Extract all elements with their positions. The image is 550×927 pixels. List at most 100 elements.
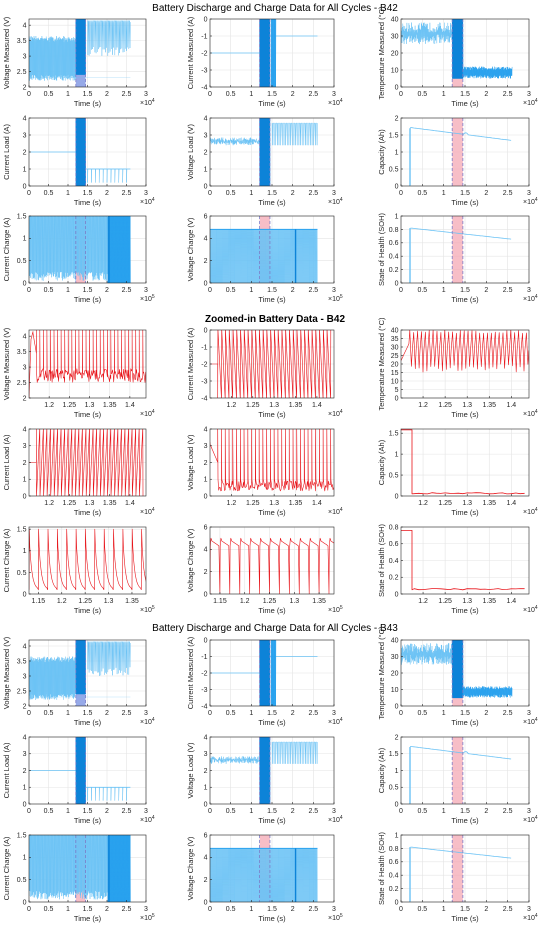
x-tick-label: 2 (105, 91, 109, 98)
x-tick-label: 1.5 (83, 91, 93, 98)
y-tick-label: 3.5 (17, 349, 27, 356)
x-tick-label: 2 (105, 906, 109, 913)
y-tick-label: 0 (395, 395, 399, 402)
y-axis-label: State of Health (SOH) (377, 832, 386, 905)
y-tick-label: 10 (391, 687, 399, 694)
x-tick-label: 1.3 (289, 598, 299, 605)
x-tick-label: 3 (144, 190, 148, 197)
series-line (462, 66, 513, 79)
series-line (451, 19, 464, 79)
y-tick-label: 3 (23, 673, 27, 680)
series-line (401, 330, 529, 373)
y-tick-label: 4 (23, 334, 27, 341)
x-tick-label: 1.3 (269, 500, 279, 507)
y-tick-label: -2 (201, 670, 207, 677)
y-axis-label: Voltage Measured (V) (2, 327, 11, 400)
y-axis-label: Current Charge (A) (2, 836, 11, 900)
y-tick-label: 40 (391, 637, 399, 644)
y-tick-label: 0 (204, 493, 208, 500)
x-tick-label: 2 (105, 808, 109, 815)
x-tick-label: 3 (144, 91, 148, 98)
section-title-zoom: Zoomed-in Battery Data - B42 (204, 314, 346, 325)
y-tick-label: 3 (23, 443, 27, 450)
x-axis-label: Time (s) (74, 914, 102, 923)
x-axis-label: Time (s) (451, 606, 479, 615)
series-line (259, 737, 271, 804)
x-tick-label: 0 (27, 190, 31, 197)
x-tick-label: 0.5 (44, 287, 54, 294)
y-tick-label: 6 (204, 524, 208, 531)
chart-20: 0 0.5 1 1.5 2 2.5 3 -4 -3 -2 -1 0 ×104 Time (s) Curren… (186, 636, 343, 727)
x-tick-label: 1.3 (462, 402, 472, 409)
y-tick-label: 0.4 (389, 254, 399, 261)
highlight-band (452, 835, 463, 902)
series-line (409, 746, 411, 804)
x-tick-label: 3 (144, 710, 148, 717)
axes-box (400, 428, 530, 497)
y-tick-label: 20 (391, 361, 399, 368)
x-exponent: ×104 (328, 717, 343, 726)
series-line (259, 19, 271, 87)
y-tick-label: -2 (201, 361, 207, 368)
x-tick-label: 1.3 (85, 500, 95, 507)
y-axis-label: Current Measured (A) (186, 636, 195, 709)
x-exponent-power: 4 (340, 409, 343, 415)
chart-16: 1.15 1.2 1.25 1.3 1.35 0 0.5 1 1.5 ×105 Time (s) Cu… (2, 527, 155, 615)
x-tick-label: 2 (484, 710, 488, 717)
series-line (75, 19, 86, 75)
x-axis-label: Time (s) (74, 99, 102, 108)
y-axis-label: Voltage Load (V) (186, 742, 195, 798)
x-tick-label: 1.3 (462, 598, 472, 605)
y-tick-label: 0.5 (389, 785, 399, 792)
x-tick-label: 1.2 (418, 500, 428, 507)
x-tick-label: 1 (249, 906, 253, 913)
y-tick-label: 0.4 (389, 873, 399, 880)
y-tick-label: 0 (204, 637, 208, 644)
y-tick-label: 40 (391, 16, 399, 23)
x-tick-label: 2.5 (308, 91, 318, 98)
x-tick-label: 2 (484, 906, 488, 913)
x-axis-label: Time (s) (451, 410, 479, 419)
x-axis-label: Time (s) (258, 606, 286, 615)
y-tick-label: 4 (23, 23, 27, 30)
x-tick-label: 3 (144, 287, 148, 294)
series (409, 835, 512, 902)
y-tick-label: 0.4 (389, 558, 399, 565)
y-tick-label: 0.6 (389, 859, 399, 866)
x-tick-label: 2.5 (122, 190, 132, 197)
y-tick-label: 0.5 (17, 877, 27, 884)
x-tick-label: 0 (208, 91, 212, 98)
y-tick-label: 1 (23, 477, 27, 484)
axes-box (28, 329, 147, 399)
x-exponent-power: 4 (535, 98, 538, 104)
y-tick-label: 0 (204, 899, 208, 906)
y-tick-label: 2 (23, 84, 27, 91)
x-exponent-power: 5 (152, 605, 155, 611)
series-line (107, 835, 131, 902)
x-exponent-power: 4 (535, 507, 538, 513)
x-tick-label: 1.4 (312, 402, 322, 409)
x-exponent: ×105 (328, 294, 343, 303)
x-exponent: ×104 (328, 815, 343, 824)
x-tick-label: 0.5 (44, 808, 54, 815)
x-tick-label: 1 (442, 906, 446, 913)
chart-11: 1.2 1.25 1.3 1.35 1.4 -4 -3 -2 -1 0 ×104 Time (s) Cu… (186, 327, 343, 419)
y-tick-label: 4 (204, 426, 208, 433)
x-tick-label: 1.25 (63, 402, 77, 409)
series-line (409, 847, 411, 902)
y-tick-label: 4 (204, 547, 208, 554)
y-tick-label: 35 (391, 336, 399, 343)
x-exponent-power: 5 (152, 913, 155, 919)
x-exponent: ×104 (523, 913, 538, 922)
y-tick-label: 30 (391, 33, 399, 40)
y-tick-label: 0.2 (389, 575, 399, 582)
y-axis-label: Current Measured (A) (186, 16, 195, 89)
x-tick-label: 2 (291, 710, 295, 717)
x-tick-label: 1.35 (289, 500, 303, 507)
series-line (210, 537, 334, 594)
x-tick-label: 0 (399, 190, 403, 197)
x-tick-label: 1.25 (438, 402, 452, 409)
chart-9: 0 0.5 1 1.5 2 2.5 3 0 0.2 0.4 0.6 0.8 1 ×104 Time (s) S… (377, 213, 538, 304)
